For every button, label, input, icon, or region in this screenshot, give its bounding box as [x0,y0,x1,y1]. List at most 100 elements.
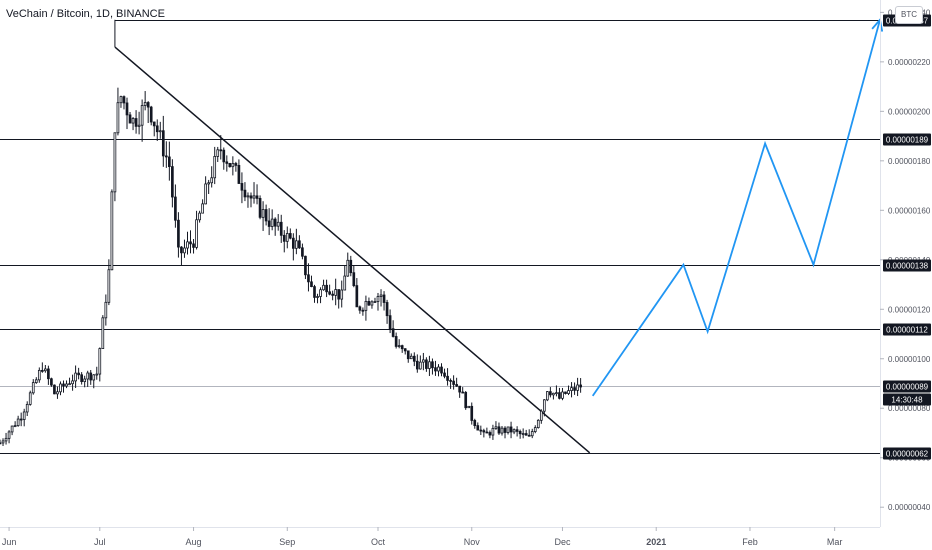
candle-up [546,391,549,401]
candle-down [361,309,365,312]
candle-down [464,391,468,409]
candle-up [276,221,280,227]
candle-up [500,427,504,434]
candle-down [310,281,313,288]
candle-up [186,241,189,249]
candle-up [86,372,90,380]
candle-down [177,219,180,248]
candle-down [470,405,474,421]
candle-up [95,373,99,376]
candle-up [74,372,77,382]
candle-down [249,195,253,199]
y-tick-label: 0.00000040 [888,503,931,512]
trendline[interactable] [114,46,591,454]
trendline-layer[interactable] [114,46,591,454]
candle-down [473,420,477,427]
candle-down [518,430,522,435]
candle-down [524,433,528,436]
candle-up [561,391,564,399]
candle-up [295,240,298,249]
candle-down [337,289,341,300]
candle-down [174,196,177,221]
candle-down [434,367,437,372]
candle-up [137,124,141,127]
candle-down [355,285,359,308]
candle-up [322,284,325,291]
candle-down [47,368,50,380]
candle-down [171,166,174,198]
candle-up [92,374,96,381]
candle-down [155,125,159,133]
candle-down [479,429,483,432]
candle-down [485,431,489,434]
candle-down [328,291,331,295]
candle-down [394,336,398,347]
candle-up [183,247,186,254]
candle-down [476,425,480,431]
candle-up [346,259,350,277]
level-price-label: 0.00000062 [886,450,929,459]
candle-up [4,437,8,442]
candle-down [273,218,277,227]
horizontal-levels[interactable] [0,19,880,454]
level-price-label: 0.00000138 [886,262,929,271]
y-tick-label: 0.00000080 [888,404,931,413]
candle-up [143,102,147,106]
candle-up [28,392,32,405]
countdown-label: 14:30:48 [891,396,923,405]
candle-up [231,163,235,168]
candle-up [376,296,380,302]
candle-up [533,427,537,432]
candle-down [382,294,386,303]
x-tick-label: Sep [279,537,295,547]
chart-title: VeChain / Bitcoin, 1D, BINANCE [6,8,165,20]
candle-up [261,209,265,218]
candle-down [406,350,410,360]
candle-up [422,359,425,363]
candle-up [44,368,47,372]
candle-up [113,132,117,193]
candle-up [334,289,338,296]
candle-down [128,114,132,124]
candle-up [521,433,525,435]
candle-up [364,301,368,311]
candle-down [503,427,507,433]
candle-down [482,430,486,433]
candle-up [83,378,87,383]
currency-badge[interactable]: BTC [895,6,923,24]
candle-up [530,431,534,437]
candle-down [301,247,304,257]
candle-up [207,182,210,185]
candle-down [564,391,567,394]
projection-path[interactable] [591,19,881,397]
x-tick-label: Oct [371,537,386,547]
y-tick-label: 0.00000180 [888,157,931,166]
candle-down [558,392,561,399]
candle-down [62,383,65,387]
candle-up [494,426,498,429]
x-tick-label: Nov [464,537,481,547]
candle-down [388,315,392,330]
x-tick-label: Jun [2,537,17,547]
time-axis[interactable]: Jun Jul Aug Sep Oct Nov Dec 2021 Feb Mar [2,527,843,547]
candle-down [400,345,404,350]
candle-down [331,293,334,296]
candle-down [0,442,2,445]
candle-down [237,164,241,184]
candle-down [298,240,301,249]
candle-down [53,384,56,395]
candle-up [158,130,162,133]
candle-up [104,301,108,319]
x-tick-label: Dec [554,537,571,547]
candle-down [352,272,356,287]
candle-up [576,384,579,391]
candle-down [288,233,292,239]
candle-down [367,301,371,306]
candle-up [552,392,555,396]
candle-up [110,191,114,271]
candle-up [131,118,135,124]
candle-down [313,286,316,298]
candle-down [222,149,226,163]
candle-up [31,382,35,394]
